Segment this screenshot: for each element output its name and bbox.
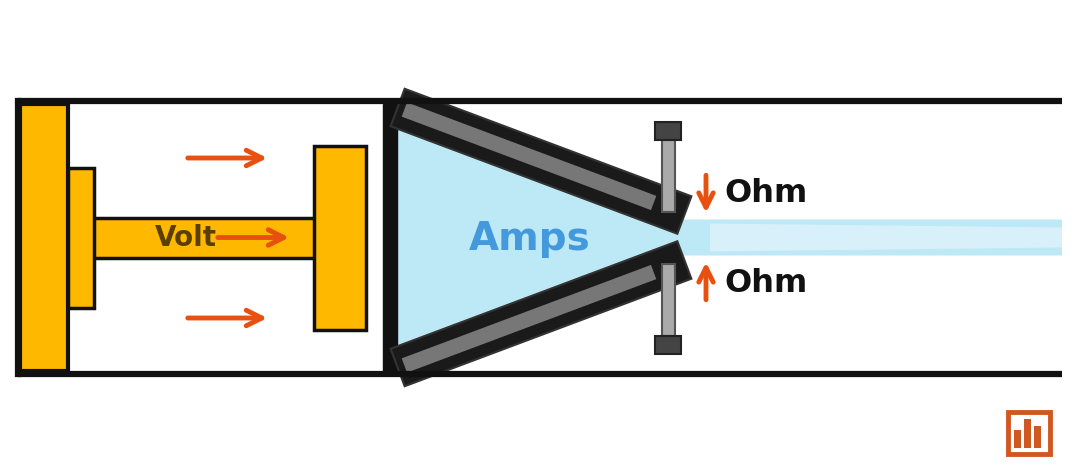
Bar xyxy=(662,140,675,212)
Polygon shape xyxy=(402,265,657,373)
Text: Amps: Amps xyxy=(469,219,591,257)
Polygon shape xyxy=(391,242,691,387)
Bar xyxy=(662,264,675,336)
Text: Volt: Volt xyxy=(156,224,217,252)
Polygon shape xyxy=(397,105,1062,371)
Bar xyxy=(1024,419,1031,448)
Bar xyxy=(68,168,94,308)
Bar xyxy=(1008,412,1050,454)
Text: Ohm: Ohm xyxy=(724,268,807,298)
Bar xyxy=(1014,430,1021,448)
Bar xyxy=(68,218,340,258)
Polygon shape xyxy=(402,103,657,211)
Bar xyxy=(1034,426,1041,448)
Bar xyxy=(18,102,1062,374)
Bar xyxy=(314,146,366,330)
Bar xyxy=(383,105,397,371)
Polygon shape xyxy=(391,89,691,234)
Bar xyxy=(654,336,681,354)
Bar xyxy=(21,105,68,371)
Text: Ohm: Ohm xyxy=(724,178,807,208)
Polygon shape xyxy=(710,224,1062,252)
Bar xyxy=(654,122,681,140)
